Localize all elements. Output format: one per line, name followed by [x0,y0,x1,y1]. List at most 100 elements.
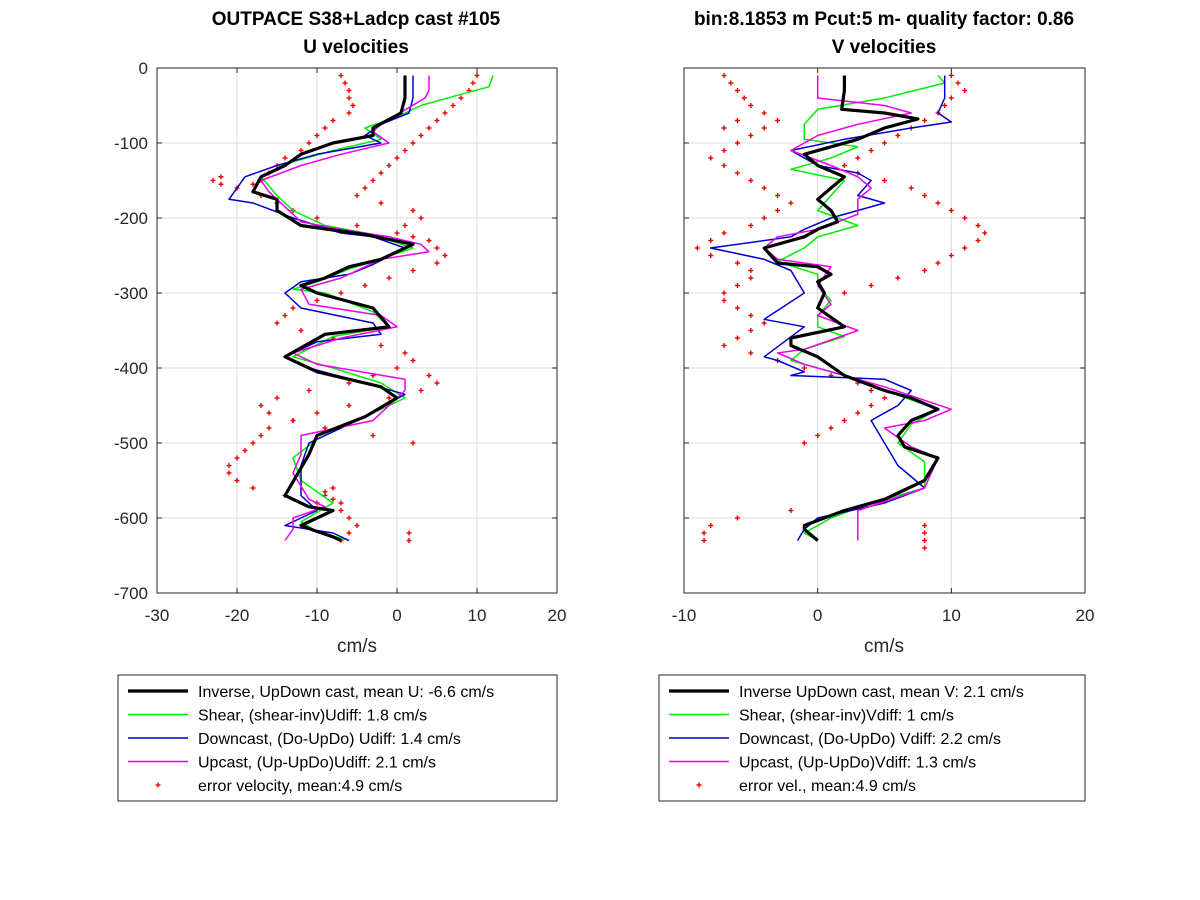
v-series-group [694,73,988,551]
error-velocity-marker [434,118,440,123]
error-velocity-marker [342,80,348,86]
legend-entry-label: Upcast, (Up-UpDo)Udiff: 2.1 cm/s [198,755,436,772]
error-velocity-marker [955,80,961,86]
x-tick-label: -20 [225,606,250,625]
x-tick-label: 0 [813,606,822,625]
error-velocity-marker [741,95,747,101]
error-velocity-marker [761,185,767,191]
error-velocity-marker [346,403,352,408]
error-velocity-marker [298,148,304,153]
x-tick-label: -10 [305,606,330,625]
error-velocity-marker [962,88,968,93]
error-velocity-marker [728,80,734,86]
y-tick-label: -300 [114,284,148,303]
v-velocity-panel: bin:8.1853 m Pcut:5 m- quality factor: 0… [658,9,1095,802]
error-velocity-marker [266,425,272,431]
error-velocity-marker [434,245,440,251]
error-velocity-marker [895,133,901,138]
legend-swatch-marker [696,782,702,788]
x-tick-label: 20 [1076,606,1095,625]
error-velocity-marker [721,148,727,153]
error-velocity-marker [330,118,336,123]
error-velocity-marker [426,238,432,243]
series-line-0 [762,75,940,542]
legend-swatch-marker [155,782,161,788]
error-velocity-marker [942,103,948,108]
error-velocity-marker [274,395,280,401]
error-velocity-marker [788,200,794,206]
error-velocity-marker [882,395,887,401]
error-velocity-marker [226,463,232,468]
error-velocity-marker [948,95,954,101]
u-tick-labels: -30 -20 -10 0 10 200-100-200-300-400-500-600-… [114,59,566,625]
error-velocity-marker [895,275,901,281]
legend-box [658,674,1086,802]
error-velocity-marker [370,433,376,438]
error-velocity-marker [386,275,392,281]
error-velocity-marker [394,230,400,236]
error-velocity-marker [775,208,781,213]
error-velocity-marker [258,403,264,408]
series-line-3 [260,75,430,541]
error-velocity-marker [948,208,954,213]
error-velocity-marker [748,223,754,228]
error-velocity-marker [708,523,714,528]
error-velocity-marker [734,260,740,266]
error-velocity-marker [962,215,968,221]
x-tick-label: 0 [392,606,401,625]
error-velocity-marker [721,230,727,236]
error-velocity-marker [322,125,328,131]
y-tick-label: -200 [114,209,148,228]
error-velocity-marker [406,538,412,543]
error-velocity-marker [378,200,384,206]
legend-entry-label: Downcast, (Do-UpDo) Udiff: 1.4 cm/s [198,731,461,748]
error-velocity-marker [418,133,424,138]
error-velocity-marker [314,215,320,221]
error-velocity-marker [378,343,384,348]
error-velocity-marker [701,530,707,536]
error-velocity-marker [962,245,968,251]
v-legend: Inverse UpDown cast, mean V: 2.1 cm/s She… [658,674,1086,802]
u-chart-subtitle: U velocities [303,37,409,58]
v-plot-area [683,67,1086,594]
v-grid [684,68,1085,593]
error-velocity-marker [701,538,707,543]
error-velocity-marker [694,245,700,251]
error-velocity-marker [828,425,834,431]
error-velocity-marker [841,163,847,168]
error-velocity-marker [250,181,256,187]
error-velocity-marker [450,103,456,108]
error-velocity-marker [350,103,356,108]
error-velocity-marker [882,140,887,146]
error-velocity-marker [761,110,767,116]
error-velocity-marker [841,418,847,423]
error-velocity-marker [402,148,408,153]
error-velocity-marker [935,260,941,266]
error-velocity-marker [370,178,376,183]
error-velocity-marker [282,313,288,318]
error-velocity-marker [250,440,256,446]
y-tick-label: -500 [114,434,148,453]
error-velocity-marker [418,388,424,393]
error-velocity-marker [242,448,248,453]
error-velocity-marker [748,178,754,183]
error-velocity-marker [442,110,448,116]
error-velocity-marker [322,425,328,431]
error-velocity-marker [882,178,887,183]
error-velocity-marker [346,95,352,101]
y-tick-label: -400 [114,359,148,378]
error-velocity-marker [410,234,416,240]
error-velocity-marker [748,275,754,281]
error-velocity-marker [775,118,781,123]
error-velocity-marker [922,118,928,123]
error-velocity-marker [354,193,360,198]
error-velocity-marker [721,298,727,303]
legend-box [117,674,558,802]
error-velocity-marker [748,133,754,138]
error-velocity-marker [855,155,861,161]
legend-entry-label: Upcast, (Up-UpDo)Vdiff: 1.3 cm/s [739,755,976,772]
error-velocity-marker [708,238,714,243]
error-velocity-marker [801,440,807,446]
error-velocity-marker [948,73,954,78]
y-tick-label: -700 [114,584,148,603]
